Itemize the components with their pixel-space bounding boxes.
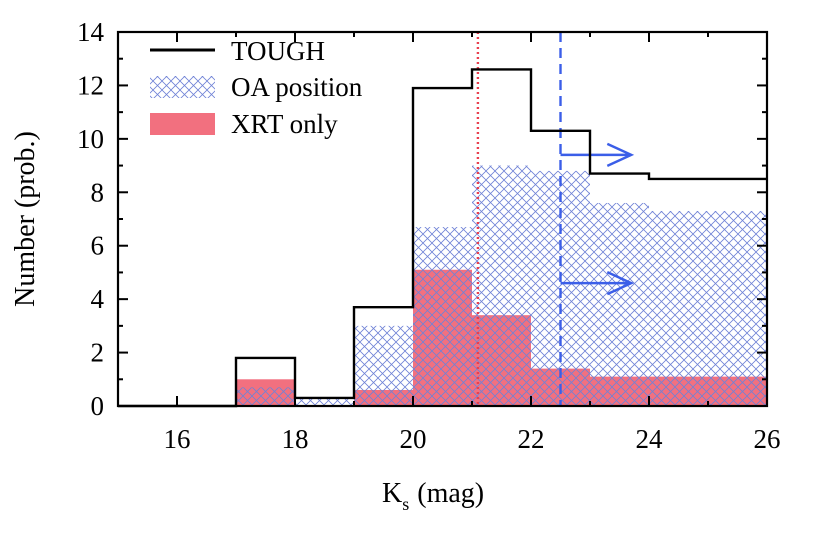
- x-tick-label: 22: [518, 424, 545, 454]
- x-tick-labels: 16 18 20 22 24 26: [164, 424, 781, 454]
- y-tick-label: 10: [77, 124, 104, 154]
- oa-position-bar: [354, 325, 413, 406]
- reference-lines: [476, 32, 562, 406]
- axis-ticks: [117, 31, 768, 407]
- legend-label-tough: TOUGH: [231, 36, 325, 66]
- right-arrow: [560, 271, 635, 296]
- y-tick-label: 0: [91, 391, 105, 421]
- x-axis-label-unit: (mag): [417, 478, 484, 509]
- y-tick-label: 14: [77, 17, 105, 47]
- oa-position-bar: [295, 397, 354, 406]
- legend-label-oa-position: OA position: [231, 72, 363, 102]
- y-tick-label: 12: [77, 70, 104, 100]
- x-tick-label: 20: [400, 424, 427, 454]
- oa-position-bar: [236, 387, 295, 406]
- oa-position-bar: [649, 210, 767, 406]
- oa-position-bars: [236, 165, 767, 406]
- y-tick-label: 4: [91, 284, 105, 314]
- y-tick-label: 2: [91, 338, 105, 368]
- y-tick-label: 6: [91, 231, 105, 261]
- x-tick-label: 26: [754, 424, 781, 454]
- y-tick-labels: 0 2 4 6 8 10 12 14: [77, 17, 105, 421]
- legend-swatch-xrt-only: [150, 113, 215, 135]
- x-axis-label: Ks (mag): [382, 478, 484, 514]
- x-axis-label-main: K: [382, 478, 402, 509]
- right-arrow: [560, 142, 635, 167]
- oa-position-bar: [413, 227, 472, 406]
- legend-label-xrt-only: XRT only: [231, 109, 338, 139]
- oa-position-bar: [472, 165, 531, 406]
- x-axis-label-sub: s: [402, 494, 409, 514]
- legend: TOUGH OA position XRT only: [150, 36, 363, 139]
- tough-step-line: [118, 68, 767, 408]
- x-tick-label: 18: [282, 424, 309, 454]
- y-axis-label: Number (prob.): [10, 131, 41, 307]
- x-tick-label: 24: [636, 424, 664, 454]
- y-tick-label: 8: [91, 177, 105, 207]
- x-tick-label: 16: [164, 424, 191, 454]
- legend-swatch-oa-position: [150, 76, 215, 98]
- oa-position-bar: [590, 202, 649, 406]
- limit-arrows: [560, 142, 635, 296]
